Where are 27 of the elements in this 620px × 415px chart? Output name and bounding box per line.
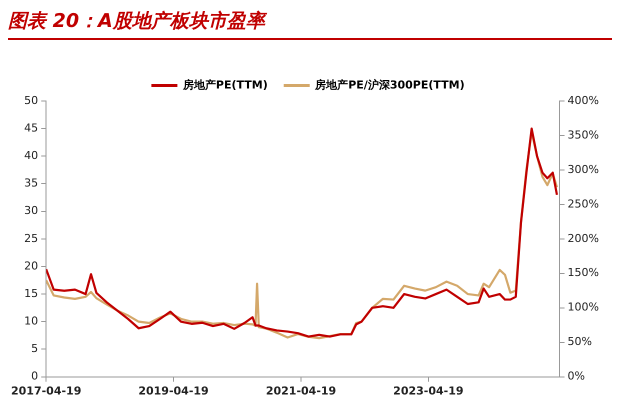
y-tick-label: 0 [31,370,38,383]
legend-label: 房地产PE/沪深300PE(TTM) [314,78,465,92]
y-tick-label: 10 [24,314,38,328]
legend-label: 房地产PE(TTM) [182,78,268,92]
y2-tick-label: 100% [568,300,600,314]
y-tick-label: 5 [31,342,38,356]
x-tick-label: 2023-04-19 [393,384,464,398]
x-tick-label: 2021-04-19 [266,384,336,398]
y2-tick-label: 400% [568,94,600,107]
y-tick-label: 25 [24,232,38,245]
chart-title: 图表 20：A股地产板块市盈率 [8,8,612,40]
y2-tick-label: 300% [568,162,600,176]
y-tick-label: 35 [24,176,38,190]
y-tick-label: 15 [24,286,38,300]
y-tick-label: 20 [24,259,38,272]
y2-tick-label: 50% [568,335,592,348]
y2-tick-label: 0% [568,370,586,383]
y-tick-label: 40 [24,149,38,162]
x-tick-label: 2019-04-19 [138,384,209,398]
y-tick-label: 50 [24,94,38,107]
y2-tick-label: 350% [568,128,600,142]
y-tick-label: 30 [24,204,38,218]
y2-tick-label: 250% [568,197,600,210]
y2-tick-label: 150% [568,266,600,280]
x-tick-label: 2017-04-19 [10,384,82,398]
y2-tick-label: 200% [568,232,600,245]
y-tick-label: 45 [24,121,38,134]
